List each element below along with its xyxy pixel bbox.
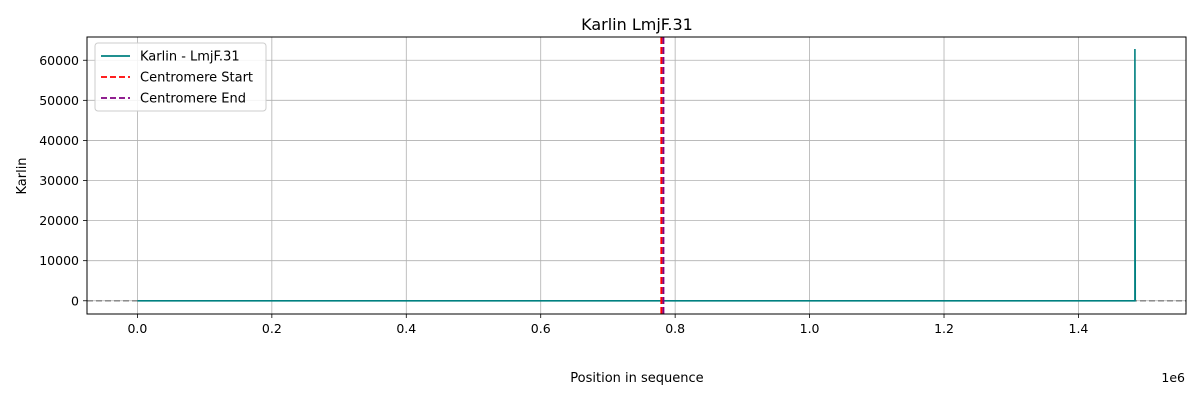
legend-label: Karlin - LmjF.31: [140, 50, 240, 65]
y-axis-label: Karlin: [15, 157, 30, 194]
series-line: [137, 49, 1137, 302]
legend-label: Centromere End: [140, 92, 246, 107]
y-tick-label: 60000: [39, 53, 79, 68]
y-tick-label: 0: [71, 293, 79, 308]
x-tick-label: 0.6: [531, 321, 551, 336]
x-tick-label: 1.2: [934, 321, 954, 336]
y-tick-label: 10000: [39, 253, 79, 268]
y-ticks: 0 10000 20000 30000 40000 50000 60000: [39, 53, 87, 308]
grid: [87, 37, 1186, 314]
x-tick-label: 0.4: [396, 321, 416, 336]
x-tick-label: 1.0: [800, 321, 820, 336]
legend-box: [94, 42, 267, 112]
x-axis-label: Position in sequence: [570, 371, 703, 386]
x-tick-label: 1.4: [1069, 321, 1089, 336]
legend-label: Centromere Start: [140, 71, 253, 86]
legend: Karlin - LmjF.31 Centromere Start Centrome…: [94, 42, 267, 112]
y-tick-label: 50000: [39, 93, 79, 108]
x-offset-text: 1e6: [1161, 370, 1185, 385]
y-tick-label: 30000: [39, 173, 79, 188]
y-tick-label: 20000: [39, 213, 79, 228]
x-tick-label: 0.2: [262, 321, 282, 336]
x-ticks: 0.0 0.2 0.4 0.6 0.8 1.0 1.2 1.4: [127, 314, 1088, 336]
chart-title: Karlin LmjF.31: [581, 15, 693, 34]
y-tick-label: 40000: [39, 133, 79, 148]
centromere-lines: [660, 37, 665, 314]
x-tick-label: 0.8: [665, 321, 685, 336]
series-layer: [137, 49, 1137, 302]
plot-frame: [86, 36, 1187, 315]
x-tick-label: 0.0: [127, 321, 147, 336]
